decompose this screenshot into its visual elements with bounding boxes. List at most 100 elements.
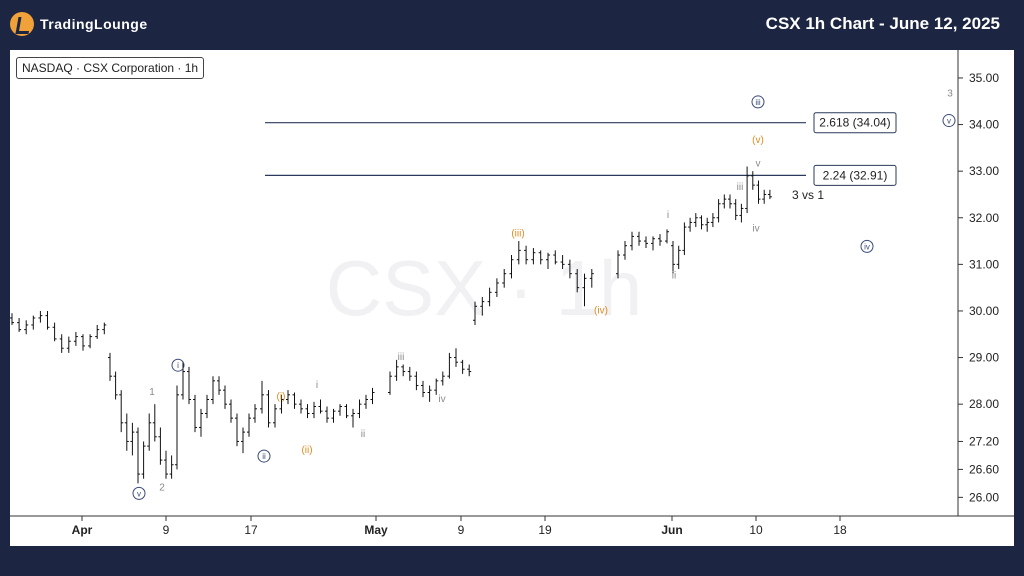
ohlc-bar [331,408,336,423]
ohlc-bar [693,213,698,228]
ohlc-bar [223,385,227,409]
ohlc-bar [312,401,316,419]
x-tick-label: 18 [833,523,847,537]
x-tick-label: Jun [661,523,682,537]
ohlc-bar [516,241,521,265]
ohlc-bar [305,404,310,419]
ohlc-bar [286,390,290,405]
ohlc-bar [10,313,14,325]
ohlc-bar [164,450,168,479]
ohlc-bar [722,194,727,209]
ohlc-bar [745,166,750,214]
ohlc-bar [589,269,594,288]
ohlc-bar [739,203,744,223]
ohlc-bar [338,404,342,416]
ohlc-bar [699,215,704,230]
ohlc-bar [750,171,755,190]
ohlc-bar [211,376,215,405]
ohlc-bar [152,404,157,442]
fib-level-label: 2.24 (32.91) [823,168,888,182]
ohlc-bar [688,217,693,232]
wave-label-circle [860,239,874,253]
ohlc-bar [447,352,452,379]
ohlc-bar [651,236,655,251]
ohlc-bar [141,441,146,479]
ohlc-bar [509,255,514,279]
ohlc-bar [582,273,587,307]
ticker-label: NASDAQ · CSX Corporation · 1h [16,57,205,79]
ohlc-bar [357,399,362,419]
y-tick-label: 27.20 [969,434,999,448]
logo-text: TradingLounge [40,16,148,32]
ohlc-bar [414,371,419,391]
ohlc-bar [95,324,100,339]
wave-label: 3 [947,89,953,100]
x-tick-label: 10 [749,523,763,537]
ohlc-bar [235,413,239,447]
x-tick-label: May [364,523,388,537]
ohlc-bar [102,322,107,335]
ohlc-bar [229,399,233,423]
wave-label: (v) [752,135,764,146]
wave-label: ii [361,429,365,440]
ohlc-bar [553,250,558,265]
ohlc-bar [575,269,580,293]
x-tick-label: 17 [244,523,258,537]
wave-label: i [667,210,669,221]
ohlc-bar [31,315,36,330]
ohlc-bar [266,390,271,428]
ohlc-bar [260,380,264,414]
ohlc-bar [119,390,124,433]
ohlc-bar [38,310,43,323]
wave-label: 2 [159,482,165,493]
logo-chart-icon [10,12,34,36]
wave-label: 1 [149,387,155,398]
wave-label: v [137,489,141,498]
wave-label-circle [751,95,765,109]
ohlc-bar [705,217,710,232]
wave-label: (iii) [511,228,524,239]
wave-label: iv [438,394,445,405]
chart-title: CSX 1h Chart - June 12, 2025 [765,14,1000,33]
wave-label: v [756,159,761,170]
wave-label-circle [942,114,956,128]
ohlc-bar [531,248,536,265]
ohlc-bar [241,427,245,454]
ohlc-bar [273,404,277,428]
ohlc-bar [299,399,303,414]
fib-level-label: 2.618 (34.04) [819,116,890,130]
ohlc-bar [318,399,323,414]
ohlc-bar [767,189,772,200]
ohlc-bar [616,250,620,279]
fib-level-box [813,164,897,186]
ohlc-bar [108,352,112,381]
ohlc-bar [623,241,627,260]
ohlc-bar [45,310,50,330]
ohlc-bar [52,322,57,342]
wave-label-circle [171,358,185,372]
y-tick-label: 26.60 [969,462,999,476]
ohlc-bar [205,394,209,419]
y-tick-label: 32.00 [969,211,999,225]
ohlc-bar [467,364,472,377]
ohlc-bar [762,189,767,204]
ohlc-bar [292,392,297,409]
ohlc-bar [524,245,529,265]
ohlc-bar [716,199,721,223]
y-tick-label: 33.00 [969,164,999,178]
ohlc-bar [427,385,432,402]
ohlc-bar [175,385,179,470]
ohlc-bar [279,394,284,414]
ohlc-bar [88,334,93,349]
ohlc-bar [136,427,140,484]
ohlc-bar [113,371,118,400]
wave-label: (ii) [301,445,312,456]
ohlc-bar [487,287,492,307]
ohlc-bar [473,301,477,325]
wave-label: iv [864,242,870,251]
ohlc-bar [401,364,406,377]
ohlc-bar [66,336,71,353]
x-tick-label: 19 [538,523,552,537]
ohlc-bar [73,331,78,346]
